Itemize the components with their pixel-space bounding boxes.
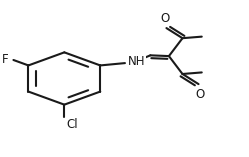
Text: F: F [2,53,9,66]
Text: NH: NH [127,55,145,68]
Text: O: O [195,87,204,100]
Text: O: O [161,12,170,25]
Text: Cl: Cl [66,118,78,131]
